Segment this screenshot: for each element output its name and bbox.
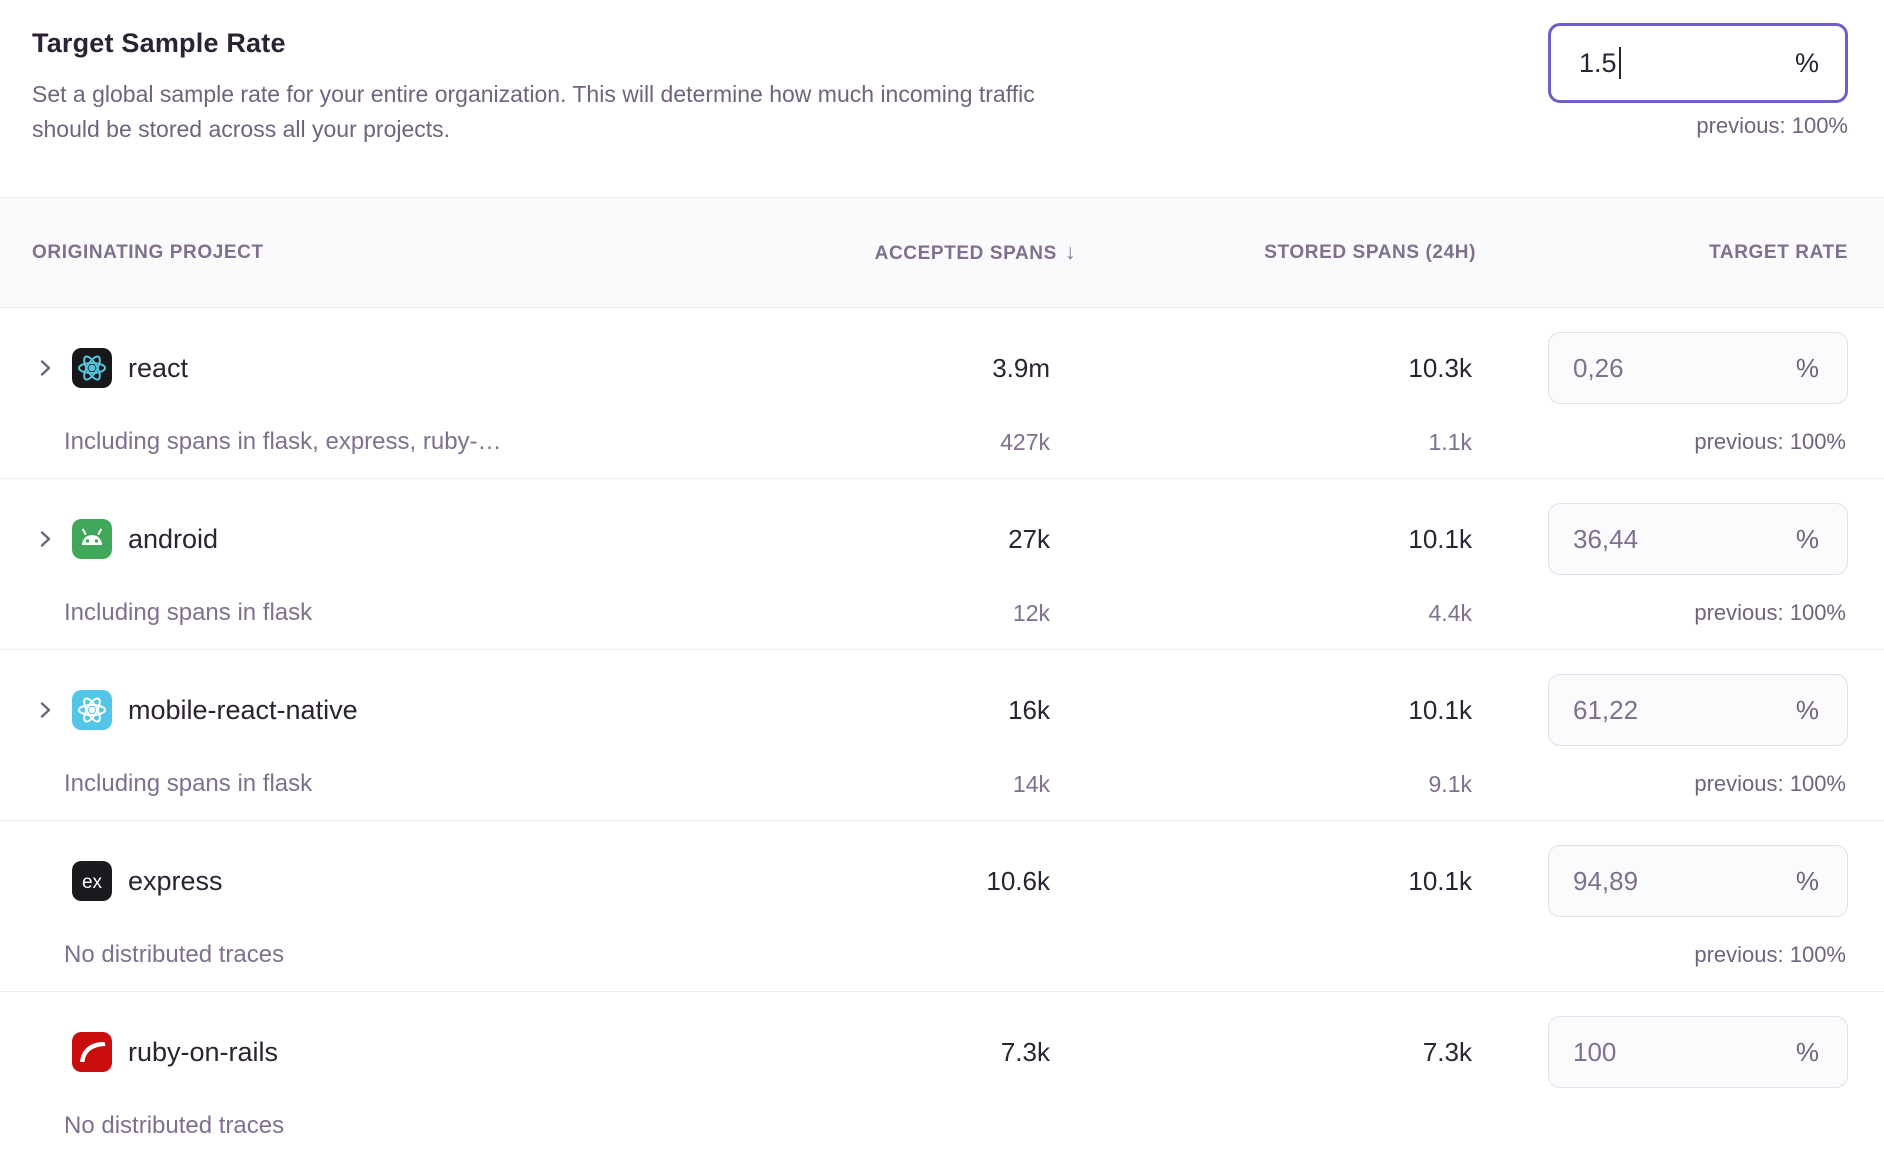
distributed-traces-label: No distributed traces xyxy=(64,1112,285,1139)
project-name: mobile-react-native xyxy=(128,694,358,725)
target-rate-cell: 61,22 % xyxy=(1548,674,1848,746)
target-rate-input[interactable]: 61,22 % xyxy=(1548,674,1848,746)
accepted-spans-value: 16k xyxy=(1008,694,1050,725)
target-rate-value: 0,26 xyxy=(1573,352,1624,383)
project-row-express: ex express 10.6k 10.1k 94,89 % No distri… xyxy=(0,821,1884,992)
sub-accepted-spans-value: 14k xyxy=(1012,770,1050,797)
distributed-traces-label: Including spans in flask xyxy=(64,599,313,626)
description-line-1: Set a global sample rate for your entire… xyxy=(32,81,1035,107)
target-rate-cell: 0,26 % xyxy=(1548,332,1848,404)
stored-spans-value: 10.1k xyxy=(1408,523,1472,554)
global-rate-field: 1.5 % previous: 100% xyxy=(1548,23,1848,139)
project-name: ruby-on-rails xyxy=(128,1036,279,1067)
header-section: Target Sample Rate Set a global sample r… xyxy=(0,0,1884,197)
previous-rate-label: previous: 100% xyxy=(1694,600,1846,625)
project-cell: mobile-react-native xyxy=(32,690,736,730)
expand-chevron-right-icon[interactable] xyxy=(32,697,72,723)
react-icon xyxy=(72,348,112,388)
target-rate-value: 61,22 xyxy=(1573,694,1639,725)
project-name: android xyxy=(128,523,219,554)
project-row-react: react 3.9m 10.3k 0,26 % Including spans … xyxy=(0,308,1884,479)
description-line-2: should be stored across all your project… xyxy=(32,116,451,142)
project-row-mobile-react-native: mobile-react-native 16k 10.1k 61,22 % In… xyxy=(0,650,1884,821)
project-cell: react xyxy=(32,348,736,388)
stored-spans-value: 10.3k xyxy=(1408,352,1472,383)
distributed-traces-label: Including spans in flask, express, ruby-… xyxy=(64,428,502,455)
project-name: react xyxy=(128,352,189,383)
previous-rate-label: previous: 100% xyxy=(1696,113,1848,138)
target-rate-cell: 36,44 % xyxy=(1548,503,1848,575)
column-header-accepted-spans[interactable]: ACCEPTED SPANS ↓ xyxy=(874,240,1076,264)
target-rate-input[interactable]: 100 % xyxy=(1548,1016,1848,1088)
sub-stored-spans-value: 1.1k xyxy=(1428,428,1472,455)
accepted-spans-value: 27k xyxy=(1008,523,1050,554)
percent-suffix: % xyxy=(1795,1036,1819,1067)
stored-spans-value: 7.3k xyxy=(1422,1036,1472,1067)
stored-spans-value: 10.1k xyxy=(1408,694,1472,725)
expand-chevron-right-icon[interactable] xyxy=(32,526,72,552)
target-rate-input[interactable]: 94,89 % xyxy=(1548,845,1848,917)
text-caret xyxy=(1618,47,1621,79)
accepted-spans-value: 7.3k xyxy=(1000,1036,1050,1067)
sub-accepted-spans-value: 12k xyxy=(1012,599,1050,626)
target-rate-value: 94,89 xyxy=(1573,865,1639,896)
sub-accepted-spans-value: 427k xyxy=(1000,428,1050,455)
distributed-traces-label: No distributed traces xyxy=(64,941,285,968)
project-cell: ex express xyxy=(32,861,736,901)
previous-rate-label: previous: 100% xyxy=(1694,771,1846,796)
percent-suffix: % xyxy=(1795,523,1819,554)
target-rate-input[interactable]: 36,44 % xyxy=(1548,503,1848,575)
percent-suffix: % xyxy=(1795,694,1819,725)
arrow-down-icon: ↓ xyxy=(1064,240,1076,264)
percent-suffix: % xyxy=(1795,352,1819,383)
global-rate-input[interactable]: 1.5 % xyxy=(1548,23,1848,103)
previous-rate-label: previous: 100% xyxy=(1694,942,1846,967)
distributed-traces-label: Including spans in flask xyxy=(64,770,313,797)
global-rate-value: 1.5 xyxy=(1579,47,1621,79)
project-cell: ruby-on-rails xyxy=(32,1032,736,1072)
percent-suffix: % xyxy=(1795,865,1819,896)
target-rate-value: 36,44 xyxy=(1573,523,1639,554)
rails-icon xyxy=(72,1032,112,1072)
stored-spans-value: 10.1k xyxy=(1408,865,1472,896)
target-rate-value: 100 xyxy=(1573,1036,1617,1067)
table-header-row: ORIGINATING PROJECT ACCEPTED SPANS ↓ STOR… xyxy=(0,197,1884,308)
project-row-android: android 27k 10.1k 36,44 % Including span… xyxy=(0,479,1884,650)
android-icon xyxy=(72,519,112,559)
column-header-stored-spans: STORED SPANS (24H) xyxy=(1264,241,1476,263)
column-header-originating-project: ORIGINATING PROJECT xyxy=(32,241,264,263)
target-rate-input[interactable]: 0,26 % xyxy=(1548,332,1848,404)
page-title: Target Sample Rate xyxy=(32,28,286,58)
sub-stored-spans-value: 4.4k xyxy=(1428,599,1472,626)
target-rate-cell: 94,89 % xyxy=(1548,845,1848,917)
expand-chevron-right-icon[interactable] xyxy=(32,355,72,381)
percent-suffix: % xyxy=(1794,47,1819,78)
project-name: express xyxy=(128,865,223,896)
previous-rate-label: previous: 100% xyxy=(1694,429,1846,454)
express-icon: ex xyxy=(72,861,112,901)
sub-stored-spans-value: 9.1k xyxy=(1428,770,1472,797)
project-row-ruby-on-rails: ruby-on-rails 7.3k 7.3k 100 % No distrib… xyxy=(0,992,1884,1160)
accepted-spans-value: 3.9m xyxy=(992,352,1050,383)
column-header-target-rate: TARGET RATE xyxy=(1709,241,1848,263)
project-cell: android xyxy=(32,519,736,559)
svg-text:ex: ex xyxy=(82,872,103,893)
react-native-icon xyxy=(72,690,112,730)
accepted-spans-value: 10.6k xyxy=(986,865,1050,896)
target-rate-cell: 100 % xyxy=(1548,1016,1848,1088)
